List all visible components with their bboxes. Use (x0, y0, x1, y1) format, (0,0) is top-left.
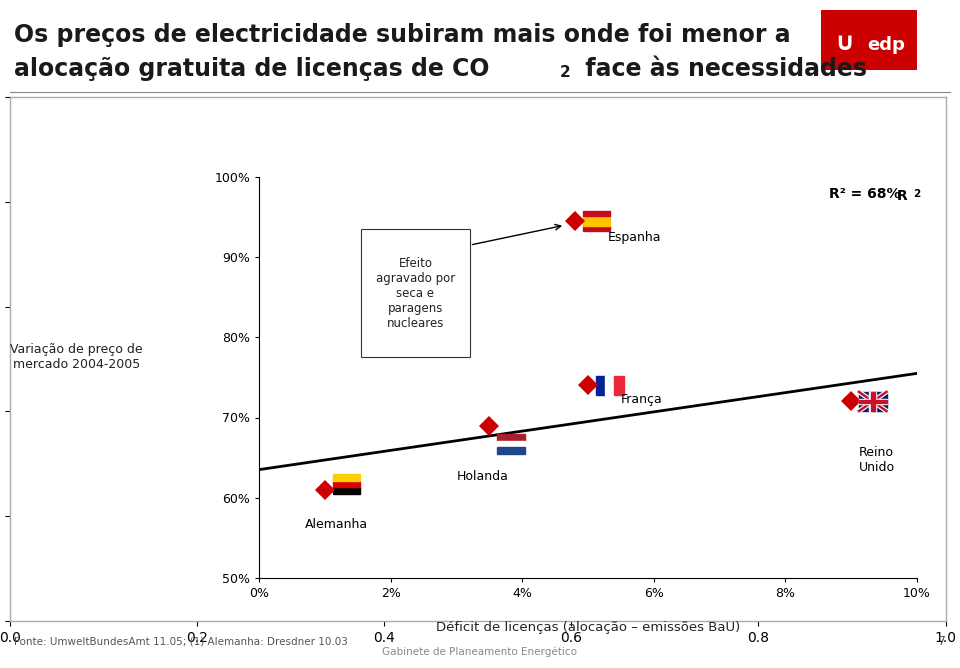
Bar (583, 226, 611, 230)
Text: 7: 7 (938, 635, 946, 648)
FancyBboxPatch shape (811, 4, 926, 76)
Text: Espanha: Espanha (608, 230, 661, 244)
Text: R: R (897, 189, 908, 203)
Bar (605, 376, 614, 395)
Bar (859, 399, 886, 403)
Text: alocação gratuita de licenças de CO: alocação gratuita de licenças de CO (14, 57, 490, 81)
Bar (614, 376, 623, 395)
Text: Gabinete de Planeamento Energético: Gabinete de Planeamento Energético (382, 646, 578, 657)
Text: ∪: ∪ (834, 31, 855, 55)
Text: 2: 2 (560, 65, 570, 79)
Text: Os preços de electricidade subiram mais onde foi menor a: Os preços de electricidade subiram mais … (14, 23, 791, 47)
Text: Fonte: UmweltBundesAmt 11.05; (1) Alemanha: Dresdner 10.03: Fonte: UmweltBundesAmt 11.05; (1) Aleman… (14, 637, 348, 646)
Text: 2: 2 (914, 189, 921, 199)
Text: Déficit de licenças (alocação – emissões BaU): Déficit de licenças (alocação – emissões… (436, 621, 740, 635)
FancyBboxPatch shape (361, 229, 469, 357)
Bar (497, 434, 525, 441)
Bar (333, 474, 360, 481)
Text: face às necessidades: face às necessidades (577, 57, 867, 81)
Text: Holanda: Holanda (457, 470, 509, 482)
Bar (870, 392, 876, 411)
Text: R2 = 68%: R2 = 68% (897, 189, 960, 203)
Bar (583, 216, 611, 226)
Text: Comparação do déficit de licenças com aumento dos preços de mercado: Comparação do déficit de licenças com au… (22, 112, 529, 126)
Text: Alemanha: Alemanha (305, 518, 369, 530)
Bar (497, 447, 525, 454)
Text: R² = 68%: R² = 68% (828, 187, 900, 201)
Text: Variação de preço de
mercado 2004-2005: Variação de preço de mercado 2004-2005 (11, 343, 143, 371)
Bar (497, 441, 525, 447)
Bar (583, 212, 611, 216)
Text: Efeito
agravado por
seca e
paragens
nucleares: Efeito agravado por seca e paragens nucl… (375, 257, 455, 330)
Bar (859, 392, 886, 411)
Bar (333, 487, 360, 494)
Text: França: França (621, 393, 662, 406)
Text: Reino
Unido: Reino Unido (859, 446, 895, 474)
Bar (333, 481, 360, 487)
Bar (871, 392, 875, 411)
Bar (596, 376, 605, 395)
Text: edp: edp (867, 36, 905, 54)
Bar (859, 400, 886, 403)
